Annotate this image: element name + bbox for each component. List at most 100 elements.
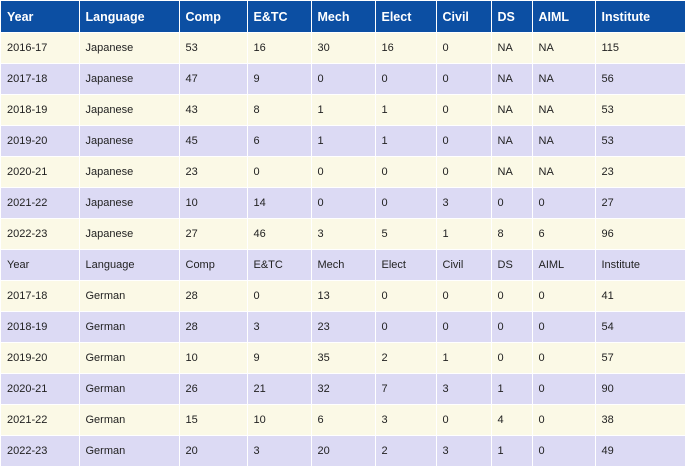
- column-header: Comp: [179, 1, 248, 33]
- table-cell: German: [79, 342, 180, 374]
- table-cell: NA: [532, 94, 596, 126]
- table-cell: 2020-21: [1, 373, 80, 405]
- table-cell: 0: [436, 156, 492, 188]
- table-cell: Japanese: [79, 125, 180, 157]
- table-cell: 28: [179, 311, 248, 343]
- table-row: 2017-18 German 28 0 13 0 0 0 0 41: [1, 280, 686, 312]
- table-cell: 9: [247, 342, 312, 374]
- table-cell: 2022-23: [1, 218, 80, 250]
- table-cell: NA: [491, 94, 533, 126]
- table-cell: German: [79, 311, 180, 343]
- table-cell: Japanese: [79, 156, 180, 188]
- table-cell: 14: [247, 187, 312, 219]
- table-cell: 47: [179, 63, 248, 95]
- table-cell: 16: [247, 32, 312, 64]
- table-cell: German: [79, 280, 180, 312]
- table-cell: Mech: [311, 249, 376, 281]
- table-cell: 0: [436, 94, 492, 126]
- table-cell: German: [79, 435, 180, 467]
- column-header: Elect: [375, 1, 437, 33]
- table-cell: NA: [491, 63, 533, 95]
- table-cell: 1: [491, 435, 533, 467]
- table-cell: Comp: [179, 249, 248, 281]
- table-cell: 0: [532, 373, 596, 405]
- table-cell: 23: [311, 311, 376, 343]
- table-cell: 45: [179, 125, 248, 157]
- column-header: Civil: [436, 1, 492, 33]
- table-cell: 0: [375, 187, 437, 219]
- table-header-row: Year Language Comp E&TC Mech Elect Civil DS AIML…: [1, 1, 686, 33]
- table-cell: 3: [375, 404, 437, 436]
- table-cell: 2022-23: [1, 435, 80, 467]
- table-cell: 56: [595, 63, 686, 95]
- table-cell: 0: [311, 156, 376, 188]
- table-cell: 2018-19: [1, 311, 80, 343]
- table-cell: 2018-19: [1, 94, 80, 126]
- table-cell: 1: [436, 218, 492, 250]
- table-cell: NA: [491, 156, 533, 188]
- table-cell: 53: [595, 94, 686, 126]
- table-cell: 0: [247, 156, 312, 188]
- table-cell: 5: [375, 218, 437, 250]
- table-row: 2022-23 German 20 3 20 2 3 1 0 49: [1, 435, 686, 467]
- table-cell: 0: [436, 63, 492, 95]
- table-cell: 54: [595, 311, 686, 343]
- table-cell: 10: [247, 404, 312, 436]
- table-row: 2020-21 Japanese 23 0 0 0 0 NA NA 23: [1, 156, 686, 188]
- table-cell: Japanese: [79, 218, 180, 250]
- table-cell: 32: [311, 373, 376, 405]
- column-header: Year: [1, 1, 80, 33]
- table-cell: 0: [375, 156, 437, 188]
- table-cell: 20: [311, 435, 376, 467]
- table-cell: German: [79, 373, 180, 405]
- table-cell: 7: [375, 373, 437, 405]
- table-cell: 8: [247, 94, 312, 126]
- column-header: DS: [491, 1, 533, 33]
- table-cell: NA: [532, 125, 596, 157]
- table-cell: 1: [311, 125, 376, 157]
- table-cell: 96: [595, 218, 686, 250]
- table-cell: 3: [436, 373, 492, 405]
- table-cell: 28: [179, 280, 248, 312]
- table-cell: 0: [532, 435, 596, 467]
- table-cell: 53: [179, 32, 248, 64]
- table-cell: 2017-18: [1, 280, 80, 312]
- table-cell: 0: [532, 280, 596, 312]
- table-cell: 10: [179, 187, 248, 219]
- table-cell: 15: [179, 404, 248, 436]
- table-row: 2017-18 Japanese 47 9 0 0 0 NA NA 56: [1, 63, 686, 95]
- table-cell: 2: [375, 435, 437, 467]
- table-cell: Language: [79, 249, 180, 281]
- table-cell: 3: [311, 218, 376, 250]
- table-cell: 90: [595, 373, 686, 405]
- table-row: 2019-20 German 10 9 35 2 1 0 0 57: [1, 342, 686, 374]
- table-cell: 30: [311, 32, 376, 64]
- table-cell: 13: [311, 280, 376, 312]
- table-cell: NA: [532, 63, 596, 95]
- table-cell: 16: [375, 32, 437, 64]
- table-cell: 2: [375, 342, 437, 374]
- table-cell: 0: [436, 32, 492, 64]
- table-cell: AIML: [532, 249, 596, 281]
- table-cell: 23: [595, 156, 686, 188]
- table-cell: 3: [436, 187, 492, 219]
- table-cell: 0: [491, 280, 533, 312]
- table-cell: 2016-17: [1, 32, 80, 64]
- table-cell: 27: [179, 218, 248, 250]
- table-cell: NA: [532, 32, 596, 64]
- table-cell: 0: [436, 404, 492, 436]
- table-cell: 3: [247, 311, 312, 343]
- table-cell: 2021-22: [1, 187, 80, 219]
- table-cell: 9: [247, 63, 312, 95]
- table-cell: 6: [247, 125, 312, 157]
- column-header: AIML: [532, 1, 596, 33]
- table-cell: 0: [491, 311, 533, 343]
- table-cell: Japanese: [79, 32, 180, 64]
- table-cell: Year: [1, 249, 80, 281]
- table-cell: 0: [532, 342, 596, 374]
- table-cell: 43: [179, 94, 248, 126]
- table-cell: 10: [179, 342, 248, 374]
- table-cell: 27: [595, 187, 686, 219]
- table-cell: 2019-20: [1, 342, 80, 374]
